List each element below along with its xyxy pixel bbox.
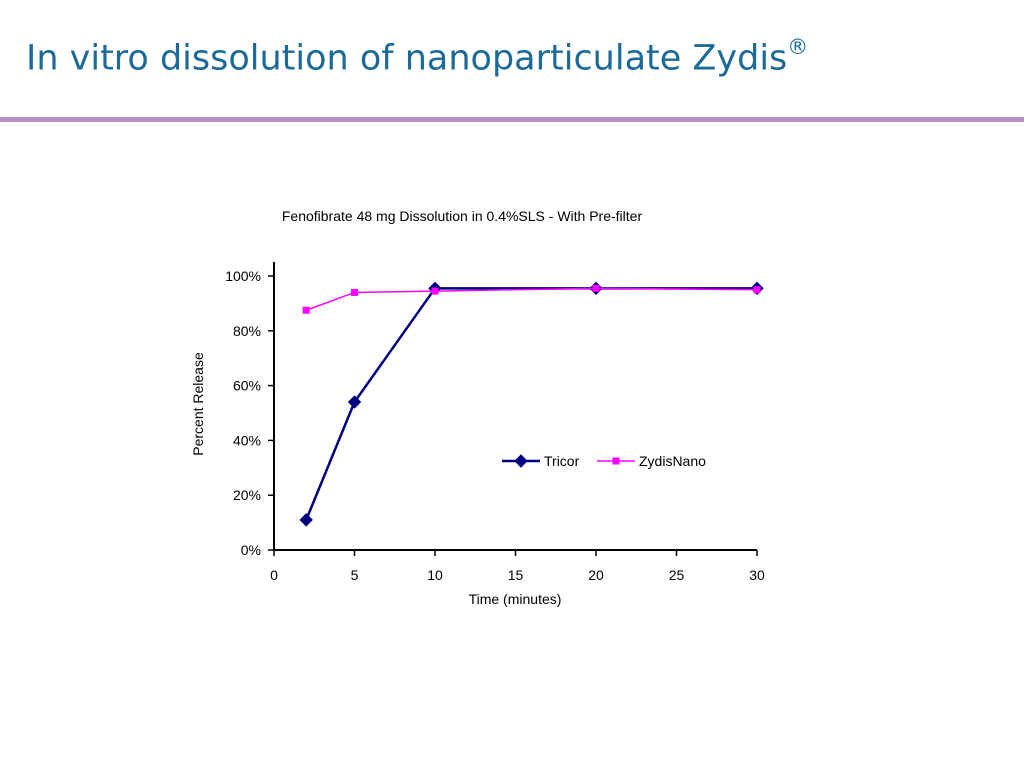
y-axis-label: Percent Release	[190, 352, 206, 456]
data-point-tricor	[347, 395, 362, 409]
y-tick-label: 80%	[233, 323, 261, 339]
legend: Tricor ZydisNano	[502, 453, 706, 469]
data-point-zydisnano	[753, 286, 761, 294]
x-tick-label: 25	[669, 567, 685, 583]
axes: 0% 20% 40% 60% 80% 100% 0 5 10 15 20 25 30	[225, 262, 765, 583]
series-line-tricor	[305, 287, 757, 521]
x-tick-label: 30	[749, 567, 765, 583]
data-point-zydisnano	[592, 284, 600, 292]
slide-title-text: In vitro dissolution of nanoparticulate …	[26, 38, 788, 79]
y-tick-label: 0%	[241, 542, 261, 558]
legend-label: Tricor	[544, 453, 580, 469]
x-tick-label: 0	[270, 567, 278, 583]
x-tick-label: 15	[508, 567, 524, 583]
data-point-tricor	[299, 513, 313, 527]
x-tick-label: 20	[588, 567, 604, 583]
legend-item-zydisnano: ZydisNano	[597, 453, 706, 469]
series-zydisnano	[302, 284, 761, 314]
data-point-zydisnano	[351, 288, 358, 296]
title-divider	[0, 117, 1024, 122]
y-tick-label: 20%	[233, 487, 261, 503]
y-tick-label: 40%	[233, 432, 261, 448]
legend-marker	[612, 457, 620, 465]
chart-title: Fenofibrate 48 mg Dissolution in 0.4%SLS…	[282, 208, 643, 224]
y-tick-label: 60%	[233, 378, 261, 394]
x-axis-label: Time (minutes)	[469, 591, 562, 607]
registered-mark: ®	[787, 35, 809, 59]
data-point-zydisnano	[431, 287, 439, 295]
legend-label: ZydisNano	[639, 453, 706, 469]
x-tick-label: 5	[351, 567, 359, 583]
series-line-zydisnano	[305, 287, 758, 311]
series-layer	[299, 281, 764, 527]
x-tick-label: 10	[427, 567, 443, 583]
data-point-zydisnano	[302, 306, 310, 314]
y-tick-label: 100%	[225, 268, 261, 284]
slide-title: In vitro dissolution of nanoparticulate …	[26, 35, 809, 79]
legend-item-tricor: Tricor	[502, 453, 580, 469]
legend-marker	[514, 454, 528, 468]
series-tricor	[299, 281, 764, 527]
